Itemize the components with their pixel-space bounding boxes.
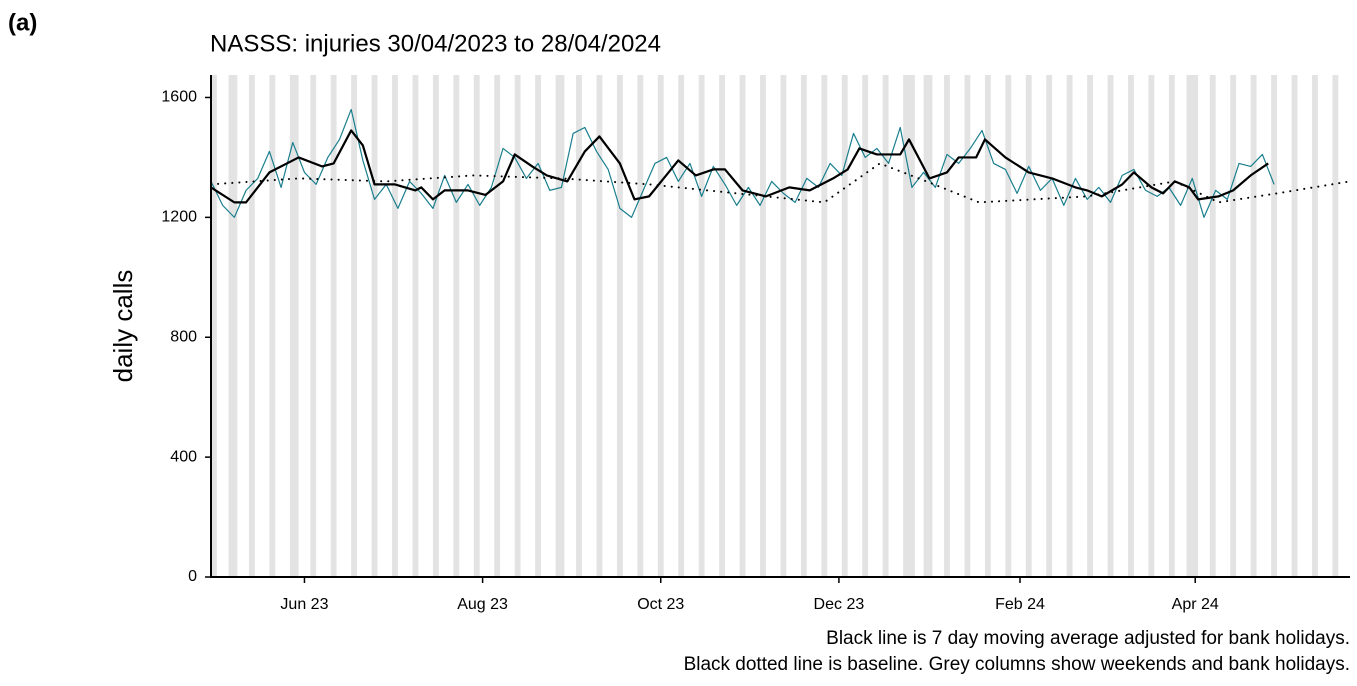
shaded-column xyxy=(248,75,255,577)
y-tick-label: 1200 xyxy=(161,209,197,226)
y-tick-label: 400 xyxy=(170,448,197,465)
shaded-column xyxy=(862,75,869,577)
shaded-column xyxy=(1291,75,1298,577)
series-line xyxy=(210,162,1351,204)
series-line xyxy=(210,108,1275,218)
shaded-column xyxy=(1087,75,1093,577)
shaded-column xyxy=(228,75,238,577)
shaded-column xyxy=(211,75,217,577)
y-tick-label: 1600 xyxy=(161,89,197,106)
series-line xyxy=(210,129,1269,204)
shaded-column xyxy=(269,75,276,577)
shaded-column xyxy=(1312,75,1318,577)
shaded-column xyxy=(1066,75,1073,577)
x-tick-label: Jun 23 xyxy=(280,596,328,613)
shaded-column xyxy=(903,75,915,577)
shaded-column xyxy=(555,75,565,577)
shaded-column xyxy=(1107,75,1114,577)
shaded-column xyxy=(923,75,933,577)
shaded-column xyxy=(453,75,460,577)
chart-title: NASSS: injuries 30/04/2023 to 28/04/2024 xyxy=(210,30,661,57)
shaded-column xyxy=(1271,75,1277,577)
y-tick-label: 800 xyxy=(170,328,197,345)
x-tick-label: Aug 23 xyxy=(457,596,508,613)
shaded-column xyxy=(657,75,664,577)
shaded-column xyxy=(800,75,807,577)
shaded-column xyxy=(739,75,746,577)
shaded-column xyxy=(432,75,439,577)
shaded-column xyxy=(719,75,726,577)
shaded-column xyxy=(1168,75,1175,577)
shaded-column xyxy=(289,75,299,577)
shaded-column xyxy=(473,75,480,577)
shaded-column xyxy=(1250,75,1257,577)
shaded-column xyxy=(1186,75,1199,577)
shaded-column xyxy=(1005,75,1012,577)
note: Black line is 7 day moving average adjus… xyxy=(826,628,1350,649)
shaded-column xyxy=(760,75,766,577)
shaded-column xyxy=(1230,75,1237,577)
shaded-column xyxy=(780,75,787,577)
shaded-column xyxy=(514,75,521,577)
shaded-column xyxy=(944,75,950,577)
shaded-column xyxy=(616,75,623,577)
x-tick-label: Dec 23 xyxy=(814,596,865,613)
shaded-column xyxy=(984,75,991,577)
shaded-column xyxy=(535,75,542,577)
shaded-column xyxy=(596,75,603,577)
y-tick-label: 0 xyxy=(188,568,197,585)
shaded-column xyxy=(964,75,971,577)
shaded-column xyxy=(412,75,419,577)
x-tick-label: Apr 24 xyxy=(1172,596,1219,613)
shaded-column xyxy=(678,75,685,577)
shaded-column xyxy=(1209,75,1216,577)
x-tick-label: Oct 23 xyxy=(637,596,684,613)
shaded-column xyxy=(882,75,889,577)
shaded-column xyxy=(637,75,644,577)
note: Black dotted line is baseline. Grey colu… xyxy=(684,654,1350,675)
y-axis-label: daily calls xyxy=(108,270,138,383)
shaded-column xyxy=(1148,75,1155,577)
shaded-column xyxy=(698,75,705,577)
shaded-column xyxy=(330,75,337,577)
shaded-column xyxy=(494,75,501,577)
panel-label: (a) xyxy=(8,9,37,36)
shaded-column xyxy=(1046,75,1053,577)
x-tick-label: Feb 24 xyxy=(995,596,1045,613)
shaded-column xyxy=(351,75,358,577)
shaded-column xyxy=(371,75,378,577)
shaded-column xyxy=(576,75,582,577)
shaded-column xyxy=(841,75,848,577)
shaded-column xyxy=(1128,75,1134,577)
shaded-column xyxy=(1025,75,1032,577)
shaded-column xyxy=(1332,75,1339,577)
shaded-column xyxy=(821,75,828,577)
shaded-column xyxy=(392,75,398,577)
shaded-column xyxy=(310,75,317,577)
